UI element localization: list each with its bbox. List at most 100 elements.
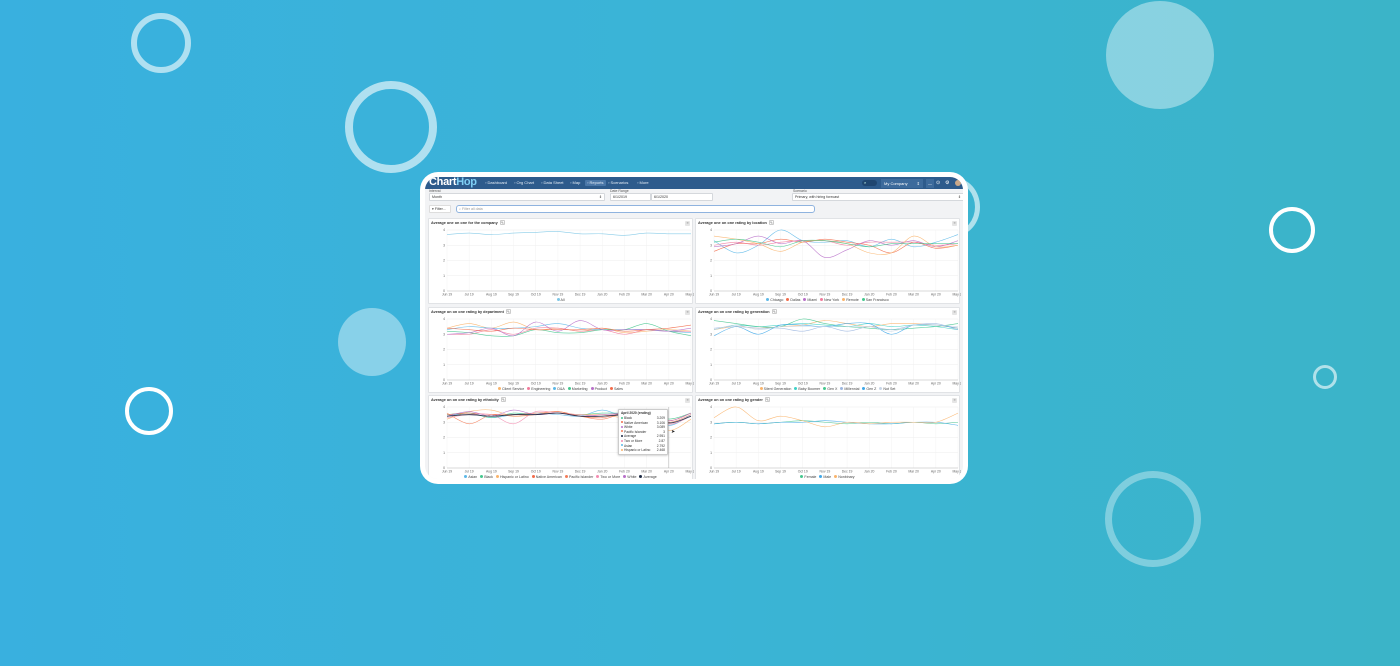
tooltip-row: Average 2.951 <box>621 434 665 439</box>
edit-pencil-icon[interactable]: ✎ <box>500 220 505 225</box>
series-line-remote[interactable] <box>713 235 959 255</box>
nav-more[interactable]: ▫ More <box>635 180 651 186</box>
nav-data-sheet[interactable]: ▫ Data Sheet <box>539 180 566 186</box>
chart-panel: Average one on one for the company ✎ ≡ 0 1 2 3… <box>428 218 694 304</box>
y-tick-label: 0 <box>443 289 445 293</box>
chart-menu-icon[interactable]: ≡ <box>952 309 957 315</box>
line-chart: 0 1 2 3 4 Jun 19 Jul 19 Aug 19 Sep 19 Oct 19 Nov 1… <box>442 317 694 386</box>
avatar[interactable] <box>955 180 961 186</box>
legend-item[interactable]: Nonbinary <box>834 475 855 479</box>
legend-item[interactable]: Baby Boomer <box>794 387 820 391</box>
tooltip-row: Native American 3.106 <box>621 421 665 426</box>
series-line-marketing[interactable] <box>446 323 692 337</box>
chart-menu-icon[interactable]: ≡ <box>952 220 957 226</box>
legend-label: Silent Generation <box>763 387 792 391</box>
y-tick-label: 1 <box>710 451 712 455</box>
series-line-all[interactable] <box>446 231 692 236</box>
series-line-product[interactable] <box>446 320 692 337</box>
legend-item[interactable]: Asian <box>464 475 477 479</box>
x-tick-label: Jul 19 <box>732 382 741 386</box>
legend-label: Nonbinary <box>838 475 855 479</box>
x-tick-label: Jun 19 <box>442 382 452 386</box>
x-tick-label: Aug 19 <box>753 382 764 386</box>
legend-item[interactable]: New York <box>820 298 839 302</box>
chart-menu-icon[interactable]: ≡ <box>685 397 690 403</box>
legend-item[interactable]: Average <box>639 475 657 479</box>
add-icon[interactable]: — <box>926 178 934 188</box>
date-end-input[interactable]: 6/1/2020 <box>651 193 713 201</box>
legend-item[interactable]: Chicago <box>766 298 783 302</box>
app-screen: ChartHop ▫ Dashboard ▫ Org Chart ▫ Data Sh… <box>425 177 963 479</box>
legend-item[interactable]: D&A <box>553 387 565 391</box>
legend-item[interactable]: Millennial <box>840 387 859 391</box>
legend-item[interactable]: Product <box>590 387 607 391</box>
series-line-d-a[interactable] <box>446 323 692 334</box>
chart-menu-icon[interactable]: ≡ <box>952 397 957 403</box>
search-button[interactable]: ⌕ <box>862 180 877 186</box>
interval-value: Month <box>432 195 442 199</box>
series-line-nonbinary[interactable] <box>713 406 959 428</box>
series-line-not-set[interactable] <box>713 324 959 332</box>
edit-pencil-icon[interactable]: ✎ <box>506 309 511 314</box>
nav-map[interactable]: ▫ Map <box>568 180 582 186</box>
legend-dot <box>590 387 594 391</box>
legend-item[interactable]: Dallas <box>786 298 800 302</box>
series-line-miami[interactable] <box>713 235 959 258</box>
edit-pencil-icon[interactable]: ✎ <box>769 220 774 225</box>
legend-item[interactable]: San Francisco <box>861 298 889 302</box>
series-line-sales[interactable] <box>446 324 692 332</box>
legend-item[interactable]: Black <box>480 475 493 479</box>
legend-item[interactable]: Two or More <box>596 475 620 479</box>
chart-menu-icon[interactable]: ≡ <box>685 220 690 226</box>
legend-item[interactable]: Client Service <box>498 387 524 391</box>
legend-item[interactable]: White <box>623 475 636 479</box>
series-line-san-francisco[interactable] <box>713 238 958 248</box>
legend-item[interactable]: Not Set <box>879 387 895 391</box>
edit-pencil-icon[interactable]: ✎ <box>765 397 770 402</box>
legend-item[interactable]: Native American <box>531 475 562 479</box>
decorative-ring <box>1269 207 1315 253</box>
series-line-chicago[interactable] <box>713 229 959 254</box>
series-line-new-york[interactable] <box>713 239 959 246</box>
company-select[interactable]: My Company ⇕ <box>881 178 923 188</box>
legend-item[interactable]: Silent Generation <box>759 387 792 391</box>
legend-item[interactable]: Male <box>819 475 831 479</box>
legend-label: Product <box>594 387 607 391</box>
scenario-select[interactable]: Primary, with hiring forecast ⇕ <box>792 193 963 201</box>
search-input[interactable]: ⌕ Filter all data <box>456 205 815 213</box>
legend-item[interactable]: Female <box>800 475 816 479</box>
filter-button[interactable]: ▾ Filter... <box>429 205 451 213</box>
legend-label: Average <box>643 475 657 479</box>
date-start-input[interactable]: 6/1/2019 <box>610 193 651 201</box>
legend-item[interactable]: Pacific Islander <box>564 475 593 479</box>
scenario-value: Primary, with hiring forecast <box>795 195 840 199</box>
legend-dot <box>556 298 560 302</box>
edit-pencil-icon[interactable]: ✎ <box>501 397 506 402</box>
legend-item[interactable]: Marketing <box>567 387 588 391</box>
charthop-logo[interactable]: ChartHop <box>429 177 477 188</box>
nav-org-chart[interactable]: ▫ Org Chart <box>512 180 536 186</box>
legend-item[interactable]: Gen X <box>823 387 837 391</box>
legend-label: Female <box>804 475 817 479</box>
edit-pencil-icon[interactable]: ✎ <box>772 309 777 314</box>
legend-item[interactable]: Remote <box>842 298 859 302</box>
x-tick-label: May 20 <box>685 382 694 386</box>
chart-menu-icon[interactable]: ≡ <box>685 309 690 315</box>
x-tick-label: Apr 20 <box>931 293 941 297</box>
interval-select[interactable]: Month ⇕ <box>429 193 605 201</box>
series-dot <box>621 444 623 447</box>
nav-dashboard[interactable]: ▫ Dashboard <box>483 180 509 186</box>
nav-scenarios[interactable]: ▫ Scenarios <box>606 180 630 186</box>
x-tick-label: Feb 20 <box>619 470 630 474</box>
legend-item[interactable]: Miami <box>803 298 817 302</box>
legend-item[interactable]: Sales <box>609 387 623 391</box>
legend-item[interactable]: Engineering <box>527 387 550 391</box>
gear-icon[interactable]: ⚙ <box>945 180 950 186</box>
nav-reports[interactable]: ▫ Reports <box>585 180 606 186</box>
legend-label: Sales <box>613 387 623 391</box>
legend-item[interactable]: All <box>556 298 565 302</box>
y-tick-label: 1 <box>443 274 445 278</box>
legend-item[interactable]: Hispanic or Latino <box>495 475 529 479</box>
legend-item[interactable]: Gen Z <box>862 387 876 391</box>
help-icon[interactable]: ⊙ <box>936 180 941 186</box>
